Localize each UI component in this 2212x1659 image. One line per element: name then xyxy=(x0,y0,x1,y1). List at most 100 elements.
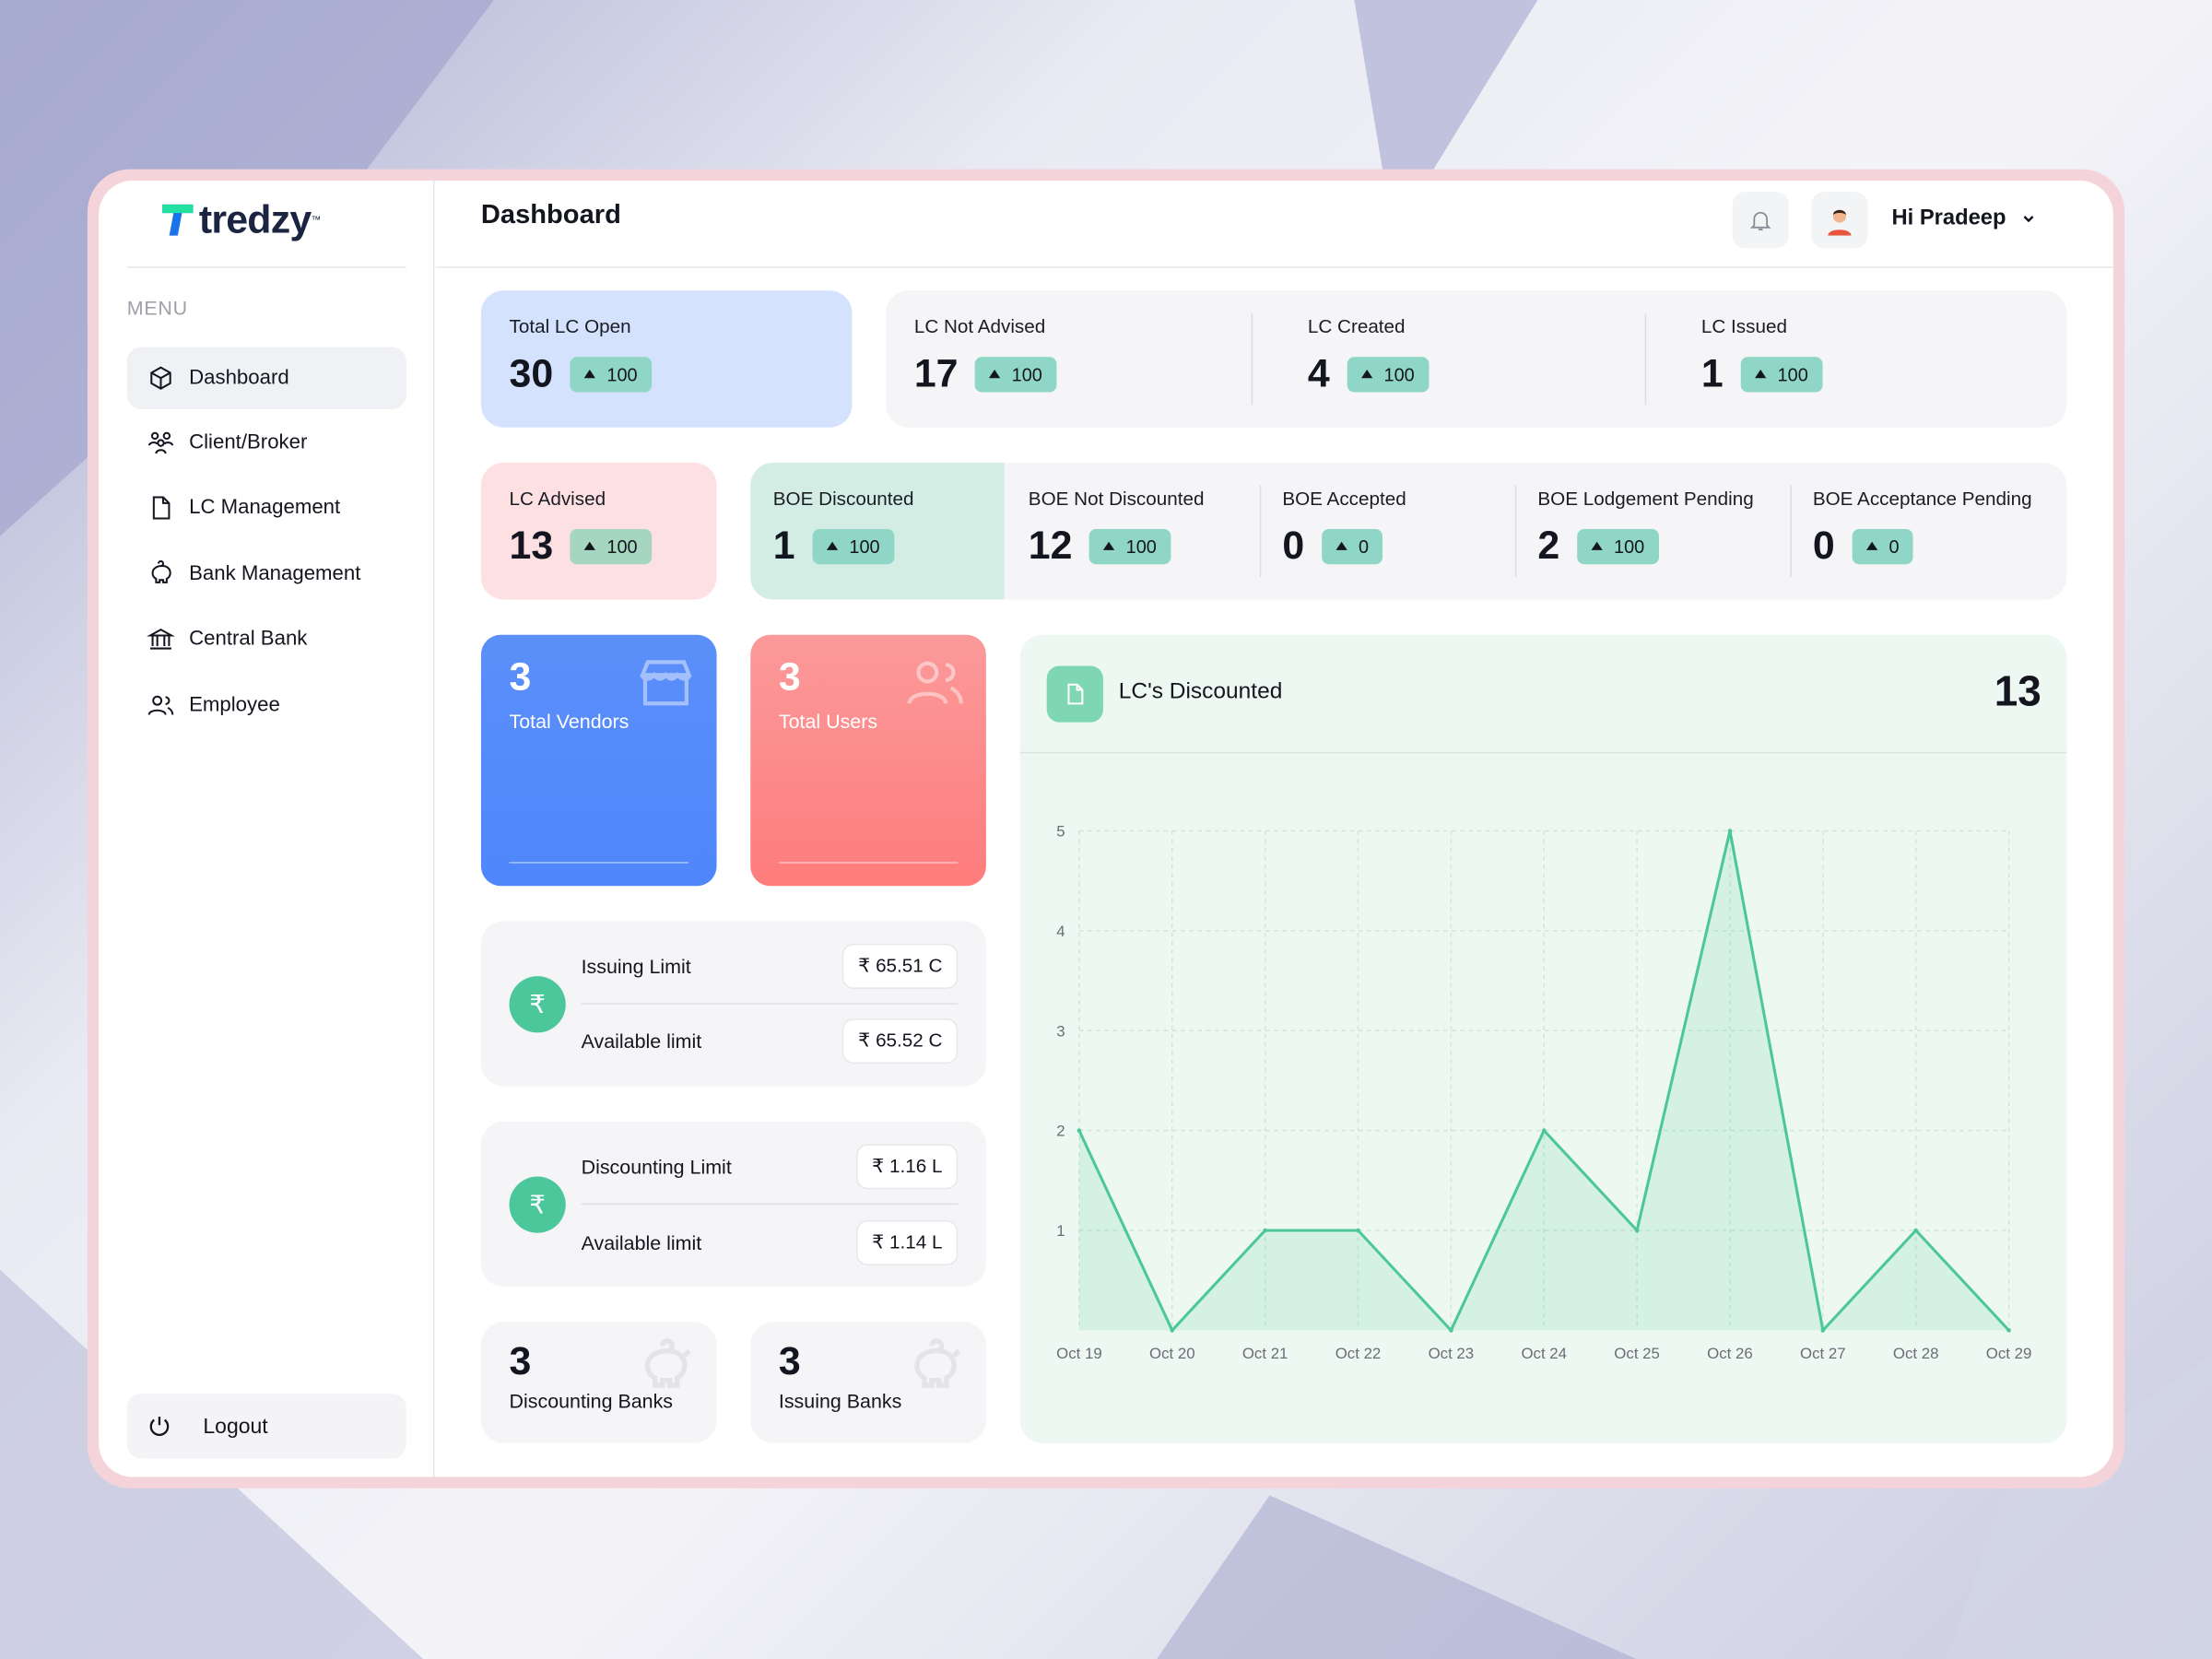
chart-total: 13 xyxy=(1994,668,2041,716)
employee-icon xyxy=(147,695,174,715)
banks-count: 3 xyxy=(778,1338,801,1382)
rupee-icon: ₹ xyxy=(509,976,566,1033)
chevron-down-icon xyxy=(2023,216,2034,223)
line-chart: 1 2 3 4 5 Oct 19 Oct 20 Oct 21 Oct 22 Oct 23 Oct 2… xyxy=(1056,823,2032,1362)
discounting-limit-label: Discounting Limit xyxy=(581,1155,732,1179)
x-tick-label: Oct 25 xyxy=(1614,1345,1660,1362)
page-title: Dashboard xyxy=(480,200,621,230)
data-point xyxy=(1541,1128,1547,1133)
sidebar-item-label: Dashboard xyxy=(189,366,289,390)
delta-value: 100 xyxy=(849,535,880,557)
stat-card-lc-advised[interactable]: LC Advised 13 100 xyxy=(480,463,717,600)
stat-boe-discounted[interactable]: BOE Discounted 1 100 xyxy=(773,488,914,569)
data-point xyxy=(1913,1228,1919,1233)
arrow-up-icon xyxy=(583,541,596,550)
users-icon xyxy=(147,431,174,454)
chart-header: LC's Discounted 13 xyxy=(1019,635,2067,754)
stat-label: BOE Acceptance Pending xyxy=(1812,488,2032,510)
data-point xyxy=(2006,1328,2011,1333)
stat-lc-created[interactable]: LC Created 4 100 xyxy=(1307,315,1430,396)
stat-boe-accepted[interactable]: BOE Accepted 0 0 xyxy=(1282,488,1406,569)
stat-label: BOE Accepted xyxy=(1282,488,1406,510)
banks-count: 3 xyxy=(509,1338,532,1382)
data-point xyxy=(1263,1228,1267,1233)
vendors-label: Total Vendors xyxy=(509,709,629,733)
stat-value: 12 xyxy=(1028,523,1073,568)
sidebar-item-label: Bank Management xyxy=(189,562,361,586)
divider xyxy=(1251,312,1253,406)
delta-value: 100 xyxy=(1777,363,1808,385)
logout-label: Logout xyxy=(203,1414,268,1439)
delta-value: 100 xyxy=(1383,363,1415,385)
y-tick-label: 4 xyxy=(1056,923,1065,940)
stat-value: 13 xyxy=(509,523,554,568)
stat-boe-not-discounted[interactable]: BOE Not Discounted 12 100 xyxy=(1029,488,1205,569)
stat-label: LC Created xyxy=(1307,315,1406,337)
sidebar-item-bank-management[interactable]: Bank Management xyxy=(127,543,406,605)
stat-value: 4 xyxy=(1307,351,1330,395)
stat-lc-issued[interactable]: LC Issued 1 100 xyxy=(1700,316,1823,396)
sidebar-item-employee[interactable]: Employee xyxy=(127,675,406,736)
y-tick-label: 5 xyxy=(1056,823,1065,841)
discounting-banks-card[interactable]: 3 Discounting Banks xyxy=(480,1322,717,1443)
users-count: 3 xyxy=(778,654,801,699)
data-point xyxy=(1634,1228,1640,1233)
sidebar-item-central-bank[interactable]: Central Bank xyxy=(127,608,406,670)
delta-value: 100 xyxy=(606,535,638,557)
divider xyxy=(1514,485,1517,578)
data-point xyxy=(1449,1328,1453,1333)
x-tick-label: Oct 29 xyxy=(1986,1345,2032,1362)
piggy-bank-icon xyxy=(644,1338,691,1388)
delta-value: 0 xyxy=(1358,535,1370,557)
stat-card-total-lc-open[interactable]: Total LC Open 30 100 xyxy=(480,290,853,428)
banks-label: Discounting Banks xyxy=(509,1389,674,1413)
stat-label: Total LC Open xyxy=(509,315,631,337)
menu-label: MENU xyxy=(126,296,188,319)
sidebar-item-lc-management[interactable]: LC Management xyxy=(127,477,406,538)
stat-value: 2 xyxy=(1537,523,1560,568)
issuing-limit-card: ₹ Issuing Limit ₹ 65.51 C Available limi… xyxy=(480,921,986,1087)
total-users-card[interactable]: 3 Total Users xyxy=(750,634,986,887)
sidebar-item-label: LC Management xyxy=(189,496,341,520)
sidebar-item-dashboard[interactable]: Dashboard xyxy=(126,347,406,409)
issuing-limit-label: Issuing Limit xyxy=(581,955,691,978)
user-menu[interactable]: Hi Pradeep xyxy=(1892,206,2038,231)
avatar[interactable] xyxy=(1811,192,1868,249)
data-point xyxy=(1356,1228,1360,1233)
sidebar-item-client-broker[interactable]: Client/Broker xyxy=(127,412,406,474)
discounting-limit-value: ₹ 1.16 L xyxy=(856,1144,959,1190)
arrow-up-icon xyxy=(1591,541,1603,550)
stat-lc-not-advised[interactable]: LC Not Advised 17 100 xyxy=(913,315,1057,396)
user-greeting: Hi Pradeep xyxy=(1891,206,2006,230)
delta-value: 0 xyxy=(1888,535,1900,557)
bell-icon xyxy=(1749,211,1771,231)
lc-discounted-chart-card: LC's Discounted 13 1 2 3 4 5 Oct 19 Oct 20 Oct … xyxy=(1019,634,2067,1443)
app-panel: tredzy ™ MENU Dashboard Client/Broker LC… xyxy=(99,180,2113,1477)
store-icon xyxy=(640,660,692,706)
logout-button[interactable]: Logout xyxy=(126,1394,406,1459)
stat-label: BOE Lodgement Pending xyxy=(1537,488,1754,510)
arrow-up-icon xyxy=(989,370,1001,379)
arrow-up-icon xyxy=(826,541,839,550)
stat-boe-lodgement-pending[interactable]: BOE Lodgement Pending 2 100 xyxy=(1537,488,1753,569)
issuing-banks-card[interactable]: 3 Issuing Banks xyxy=(750,1322,986,1443)
stat-boe-acceptance-pending[interactable]: BOE Acceptance Pending 0 0 xyxy=(1813,488,2032,569)
y-tick-label: 2 xyxy=(1056,1123,1065,1140)
stat-value: 1 xyxy=(1700,351,1724,395)
delta-value: 100 xyxy=(606,363,638,385)
rupee-icon: ₹ xyxy=(509,1176,566,1233)
logo: tredzy ™ xyxy=(162,197,321,242)
stat-value: 17 xyxy=(913,351,959,395)
stat-label: LC Advised xyxy=(509,488,606,510)
divider xyxy=(778,862,959,864)
stat-label: LC Not Advised xyxy=(913,315,1046,337)
delta-badge: 100 xyxy=(570,528,652,564)
x-tick-label: Oct 27 xyxy=(1800,1345,1846,1362)
divider xyxy=(1790,485,1792,578)
notifications-button[interactable] xyxy=(1732,192,1789,249)
delta-value: 100 xyxy=(1125,535,1157,557)
total-vendors-card[interactable]: 3 Total Vendors xyxy=(480,634,717,887)
available-limit-value: ₹ 65.52 C xyxy=(842,1018,959,1065)
x-tick-label: Oct 26 xyxy=(1707,1345,1753,1362)
delta-badge: 0 xyxy=(1852,528,1913,564)
